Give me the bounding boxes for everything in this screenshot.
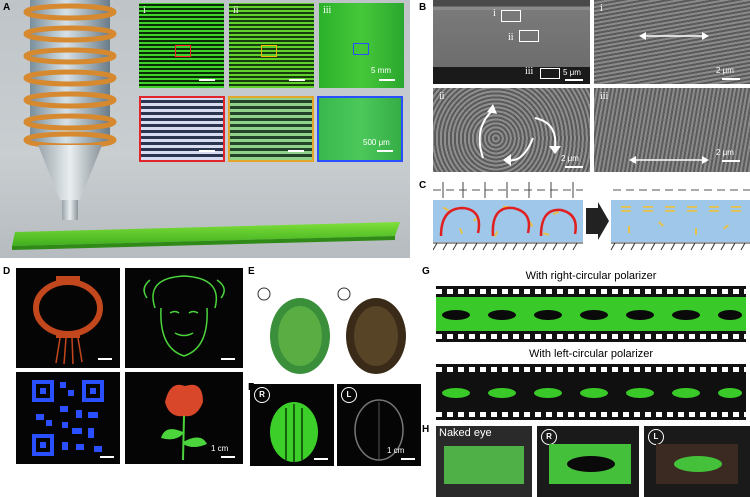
a-sub-ii: ii [233,5,239,16]
a-optical-iii: iii 5 mm [319,3,404,88]
beetle-dark-icon [354,399,404,461]
panel-e-label: E [248,266,255,277]
a-roi-blue [353,43,369,55]
a-sub-i: i [143,5,146,16]
g-caption-right: With right-circular polarizer [525,270,657,282]
b-box-ii [519,30,539,42]
film-perforations-bottom [436,412,746,417]
beetle-green-icon [270,402,318,462]
b-sub-i: i [493,8,496,19]
b-scalebar-1 [722,78,740,80]
f-scalebar-1 [314,458,328,460]
right-circular-icon: R [254,387,270,403]
g-caption-left: With left-circular polarizer [528,348,654,360]
a-zoom-blue: 500 μm [317,96,403,162]
b-scalebar-2 [565,166,583,168]
cheetah-dark-icon [567,456,615,472]
b-sem-iii-label: iii [600,91,609,102]
a-scale-bottom-text: 500 μm [363,138,390,147]
d-rose: 1 cm [125,372,243,464]
b-sub-iii: iii [525,66,534,77]
a-zoom-yellow [228,96,314,162]
h-right-pol: R [537,426,639,497]
c-schematic [433,182,750,251]
g-filmstrip-left [436,364,746,420]
h-left-pol: L [644,426,750,497]
h-naked-label: Naked eye [439,427,492,439]
curved-arrows-icon [478,104,561,166]
left-circular-icon: L [648,429,664,445]
double-arrow-icon [639,32,709,40]
a-zoom-red [139,96,225,162]
d-einstein [125,268,243,368]
g-film-green [436,297,746,331]
a-roi-red [175,45,191,57]
film-perforations-top [436,289,746,294]
b-scale-0: 5 μm [563,68,581,77]
panel-b-label: B [419,2,427,13]
lantern-icon [33,276,103,365]
b-sem-iii: iii 2 μm [594,88,750,172]
f-scale-text: 1 cm [387,446,405,455]
a-zoom-scalebar-2 [288,150,304,152]
b-box-i [501,10,521,22]
b-scale-1: 2 μm [716,66,734,75]
panel-a-label: A [3,2,11,13]
f-scalebar-2 [401,458,415,460]
double-arrow-icon [629,156,709,164]
b-scalebar-0 [565,79,583,81]
panel-d-label: D [3,266,11,277]
film-perforations-bottom [436,334,746,339]
a-scale-top-text: 5 mm [371,66,391,75]
b-box-iii [540,68,560,79]
h-green-screen [444,446,524,484]
d-qrcode [16,372,120,464]
h-naked-eye: Naked eye [436,426,532,497]
portrait-icon [143,275,225,357]
right-circular-icon: R [541,429,557,445]
printer-nozzle-illustration [12,0,400,250]
a-optical-i: i [139,3,224,88]
a-scalebar-ii [289,79,305,81]
a-scalebar-i [199,79,215,81]
panel-a: A i ii iii 5 mm [0,0,410,258]
qr-code-icon [32,380,104,456]
b-scale-2: 2 μm [561,154,579,163]
rose-icon [161,384,207,461]
a-roi-yellow [261,45,277,57]
panel-c-label: C [419,180,427,191]
a-sub-iii: iii [323,5,332,16]
d-scalebar-3 [100,456,114,458]
a-optical-ii: ii [229,3,314,88]
d-scalebar-4 [221,456,235,458]
beetle-photos [257,287,406,374]
e-beetles [250,278,420,378]
left-circular-icon: L [341,387,357,403]
b-scalebar-3 [722,160,740,162]
d-scale-text: 1 cm [211,444,229,453]
a-scalebar-iii [379,79,395,81]
b-scale-3: 2 μm [716,148,734,157]
b-sub-ii: ii [508,32,514,43]
f-beetle-right: R [250,384,334,466]
f-beetle-left: L 1 cm [337,384,421,466]
g-filmstrip-right [436,286,746,342]
d-lantern [16,268,120,368]
film-perforations-top [436,367,746,372]
panel-h-label: H [422,424,430,435]
b-sem-ii-label: ii [439,91,445,102]
b-sem-i: i 2 μm [594,0,750,84]
cheetah-green-silhouettes [442,388,742,398]
d-scalebar-1 [98,358,112,360]
g-film-dark [436,375,746,409]
b-sem-i-label: i [600,3,603,14]
a-zoom-scalebar-1 [199,150,215,152]
panel-g-label: G [422,266,430,277]
cheetah-green-icon [674,456,722,472]
b-sem-overview: i ii iii 5 μm [433,0,590,84]
b-sem-ii: ii 2 μm [433,88,590,172]
cheetah-silhouettes [442,310,742,320]
a-zoom-scalebar-3 [377,150,393,152]
d-scalebar-2 [221,358,235,360]
